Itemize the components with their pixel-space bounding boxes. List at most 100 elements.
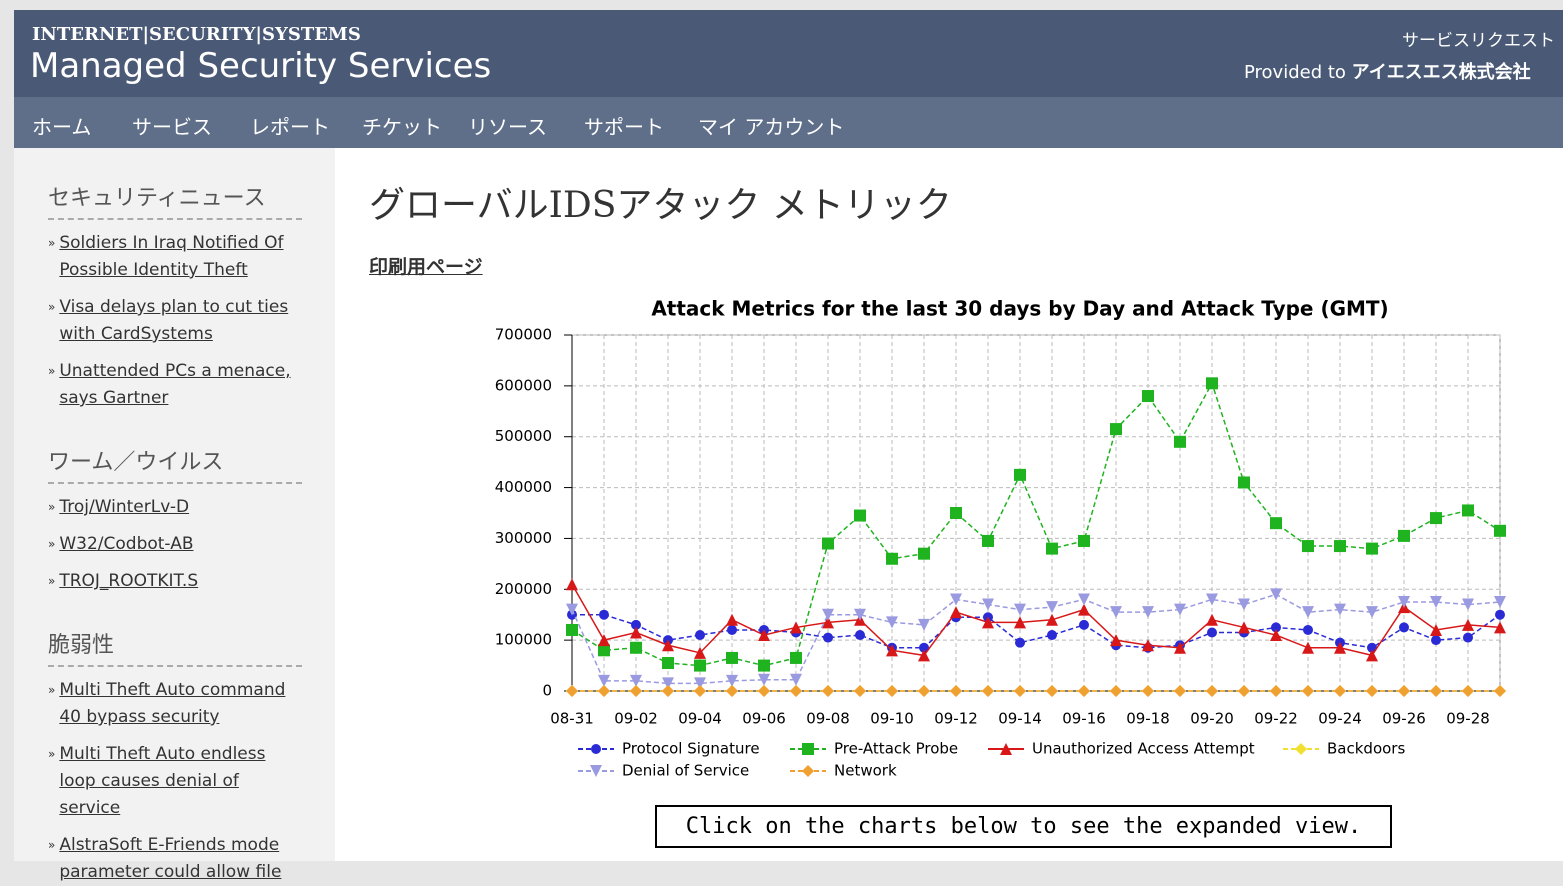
news-link[interactable]: Soldiers In Iraq Notified Of Possible Id…	[59, 233, 284, 280]
point	[1206, 593, 1218, 606]
x-tick-label: 09-14	[998, 710, 1042, 728]
news-link[interactable]: W32/Codbot-AB	[59, 534, 194, 554]
news-link[interactable]: Multi Theft Auto endless loop causes den…	[59, 744, 266, 818]
point	[1398, 685, 1410, 697]
news-item: » AlstraSoft E-Friends mode parameter cou…	[48, 832, 298, 886]
point	[1462, 504, 1474, 517]
point	[950, 606, 962, 619]
y-tick-label: 600000	[495, 376, 552, 394]
nav-bar: ホーム サービス レポート チケット リソース サポート マイ アカウント	[14, 97, 1563, 148]
point	[1494, 596, 1506, 608]
point	[758, 659, 770, 672]
bullet: »	[48, 500, 56, 514]
point	[1431, 635, 1441, 646]
point	[1270, 629, 1282, 642]
point	[1014, 616, 1026, 629]
point	[1366, 542, 1378, 555]
point	[1142, 606, 1154, 619]
point	[631, 619, 641, 630]
nav-item[interactable]: マイ アカウント	[698, 115, 845, 139]
point	[1302, 641, 1314, 654]
point	[590, 765, 602, 777]
news-link[interactable]: Unattended PCs a menace, says Gartner	[59, 361, 291, 408]
point	[1430, 596, 1442, 608]
point	[919, 642, 929, 653]
y-tick-label: 400000	[495, 478, 552, 496]
point	[822, 608, 834, 621]
x-tick-label: 09-04	[678, 710, 722, 728]
point	[1302, 685, 1314, 697]
point	[1238, 598, 1250, 611]
point	[1270, 685, 1282, 697]
point	[802, 765, 814, 777]
news-item: » W32/Codbot-AB	[48, 531, 298, 558]
print-link[interactable]: 印刷用ページ	[369, 256, 483, 278]
point	[982, 598, 994, 611]
point	[1270, 517, 1282, 530]
point	[950, 593, 962, 606]
y-tick-label: 100000	[495, 631, 552, 649]
news-item: » Multi Theft Auto command 40 bypass secu…	[48, 677, 298, 731]
news-link[interactable]: Multi Theft Auto command 40 bypass secur…	[59, 680, 286, 727]
point	[802, 743, 814, 755]
point	[1334, 685, 1346, 697]
point	[566, 603, 578, 616]
bullet: »	[48, 683, 56, 697]
point	[1303, 624, 1313, 635]
point	[591, 744, 601, 754]
point	[1110, 423, 1122, 436]
bullet: »	[48, 537, 56, 551]
news-link[interactable]: Troj/WinterLv-D	[59, 497, 190, 517]
point	[695, 630, 705, 641]
point	[1142, 639, 1154, 652]
point	[1462, 685, 1474, 697]
y-tick-label: 500000	[495, 427, 552, 445]
bullet: »	[48, 236, 56, 250]
point	[726, 613, 738, 626]
y-tick-label: 700000	[495, 326, 552, 344]
point	[598, 674, 610, 687]
point	[918, 649, 930, 662]
nav-item[interactable]: チケット	[362, 115, 442, 139]
point	[630, 626, 642, 639]
nav-item[interactable]: リソース	[468, 115, 547, 139]
point	[726, 674, 738, 687]
point	[1463, 632, 1473, 643]
point	[662, 685, 674, 697]
news-link[interactable]: TROJ_ROOTKIT.S	[59, 571, 199, 591]
point	[1295, 743, 1307, 755]
news-link[interactable]: AlstraSoft E-Friends mode parameter coul…	[59, 835, 282, 882]
service-request[interactable]: サービスリクエスト	[1402, 31, 1555, 51]
point	[694, 677, 706, 690]
nav-item[interactable]: ホーム	[32, 115, 92, 139]
point	[1047, 630, 1057, 641]
news-link[interactable]: Visa delays plan to cut ties with CardSy…	[59, 297, 289, 344]
point	[662, 639, 674, 652]
chart: Attack Metrics for the last 30 days by D…	[495, 297, 1506, 780]
point	[566, 685, 578, 697]
point	[726, 651, 738, 664]
sidebar: セキュリティニュース» Soldiers In Iraq Notified Of …	[14, 148, 335, 882]
nav-item[interactable]: レポート	[250, 115, 330, 139]
point	[1046, 542, 1058, 555]
point	[1462, 618, 1474, 631]
point	[1494, 524, 1506, 537]
point	[1238, 621, 1250, 634]
point	[886, 644, 898, 657]
y-tick-label: 300000	[495, 529, 552, 547]
point	[1302, 540, 1314, 553]
point	[1334, 540, 1346, 553]
nav-item[interactable]: サービス	[132, 115, 212, 139]
point	[855, 630, 865, 641]
nav-item[interactable]: サポート	[584, 115, 664, 139]
point	[1271, 622, 1281, 633]
x-tick-label: 09-18	[1126, 710, 1170, 728]
header: INTERNET|SECURITY|SYSTEMS Managed Securi…	[14, 10, 1563, 97]
point	[1015, 637, 1025, 648]
x-tick-label: 09-16	[1062, 710, 1106, 728]
bullet: »	[48, 364, 56, 378]
x-tick-label: 08-31	[550, 710, 594, 728]
point	[790, 651, 802, 664]
point	[1000, 743, 1012, 755]
company: アイエスエス株式会社	[1351, 62, 1531, 83]
